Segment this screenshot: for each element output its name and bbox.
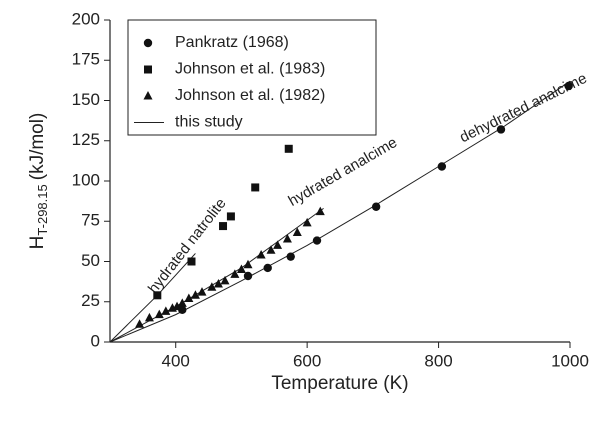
x-tick-label: 600: [293, 351, 321, 370]
y-tick-label: 25: [81, 291, 100, 310]
point: [213, 279, 223, 288]
point: [190, 290, 200, 299]
x-tick-label: 1000: [551, 351, 589, 370]
point: [144, 312, 154, 322]
point: [243, 259, 253, 269]
curve-label: dehydrated analcime: [457, 70, 590, 146]
point: [226, 212, 235, 221]
y-tick-label: 175: [72, 50, 100, 69]
curve-label: hydrated analcime: [285, 134, 400, 210]
point: [273, 240, 283, 249]
point: [154, 309, 164, 319]
y-tick-label: 100: [72, 170, 100, 189]
legend: Pankratz (1968) Johnson et al. (1983) John…: [127, 19, 377, 136]
x-tick-label: 400: [162, 351, 190, 370]
point: [496, 125, 506, 134]
point: [315, 206, 325, 216]
point: [266, 245, 276, 254]
point: [219, 222, 228, 231]
point: [207, 282, 217, 291]
x-tick-label: 800: [424, 351, 452, 370]
point: [135, 319, 145, 328]
point: [564, 81, 573, 91]
legend-label: Pankratz (1968): [175, 34, 289, 51]
point: [236, 264, 246, 274]
point: [284, 144, 293, 153]
point: [256, 250, 266, 259]
legend-label: Johnson et al. (1983): [175, 61, 325, 78]
fit-curve: [109, 253, 196, 343]
point: [184, 293, 194, 303]
y-tick-label: 125: [72, 130, 100, 149]
legend-marker: [144, 65, 152, 74]
point: [177, 298, 187, 307]
fit-curve: [109, 80, 571, 343]
point: [243, 271, 253, 281]
y-tick-label: 50: [81, 251, 100, 270]
legend-box: [127, 19, 377, 136]
legend-label: this study: [175, 114, 243, 131]
point: [161, 306, 171, 315]
fit-curve: [109, 207, 324, 343]
y-tick-label: 150: [72, 90, 100, 109]
point: [263, 263, 272, 273]
point: [282, 233, 292, 243]
legend-marker: [143, 91, 153, 100]
point: [371, 202, 381, 211]
y-label-sub: T-298.15: [35, 184, 50, 235]
legend-label: Johnson et al. (1982): [175, 87, 325, 104]
point: [220, 275, 230, 285]
legend-marker: [143, 38, 153, 48]
y-label-main: H: [27, 236, 48, 250]
y-tick-label: 200: [72, 9, 100, 28]
point: [153, 291, 162, 300]
y-label-unit: (kJ/mol): [27, 113, 48, 181]
x-axis-label: Temperature (K): [271, 373, 408, 394]
y-tick-label: 75: [81, 211, 100, 230]
point: [187, 257, 196, 266]
point: [312, 236, 322, 245]
point: [437, 162, 447, 171]
curve-label: hydrated natrolite: [145, 195, 230, 297]
y-tick-label: 0: [91, 331, 100, 350]
point: [197, 287, 207, 296]
point: [286, 252, 295, 261]
point: [172, 301, 182, 311]
y-axis-label: HT-298.15 (kJ/mol): [27, 113, 50, 250]
point: [302, 217, 312, 227]
point: [292, 227, 302, 237]
point: [251, 183, 260, 192]
point: [230, 269, 240, 278]
